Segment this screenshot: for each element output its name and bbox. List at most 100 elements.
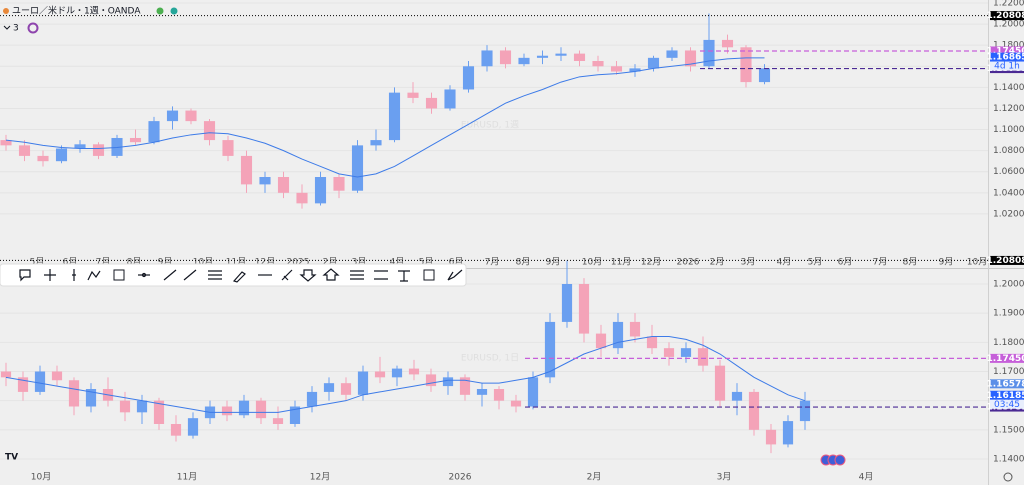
x-tick-label: 10月 <box>582 257 602 268</box>
tool-callout[interactable] <box>19 269 31 282</box>
x-tick-label: 7月 <box>96 257 111 268</box>
price-tag <box>990 46 1024 56</box>
tool-ray[interactable] <box>183 269 197 281</box>
tool-rectangle[interactable] <box>113 269 125 281</box>
event-marker[interactable] <box>834 454 846 466</box>
candle-body <box>476 389 488 395</box>
collapse-chevron[interactable] <box>3 25 11 30</box>
moving-average <box>5 336 806 413</box>
x-tick-label: 2026 <box>677 258 700 268</box>
tool-brush[interactable] <box>232 271 246 283</box>
candle-body <box>203 121 216 141</box>
candle-body <box>255 400 267 419</box>
candle-body <box>499 50 512 65</box>
watermark: EURUSD, 1日 <box>461 353 519 364</box>
candle-body <box>370 140 382 146</box>
tool-path[interactable] <box>87 270 101 281</box>
candle-body <box>296 192 308 204</box>
price-tag <box>990 379 1024 389</box>
candle-body <box>323 383 335 392</box>
x-tick-label: 2月 <box>323 257 338 268</box>
tool-crosshair[interactable] <box>44 269 56 281</box>
candle-body <box>731 391 743 401</box>
tool-fib[interactable] <box>208 270 222 280</box>
header[interactable]: ユーロ／米ドル・1週・OANDA 3 <box>3 5 178 34</box>
tool-text[interactable] <box>398 270 410 282</box>
candle-body <box>561 284 573 322</box>
drawing-toolbar <box>0 263 467 287</box>
y-tick-label: 1.19000 <box>993 309 1024 319</box>
candle-body <box>85 389 97 407</box>
candle-body <box>306 391 318 407</box>
x-tick-label: 11月 <box>611 257 631 268</box>
candle-body <box>129 137 142 143</box>
tool-range[interactable] <box>374 270 388 280</box>
y-tick-label: 1.15000 <box>993 425 1024 435</box>
candle-body <box>92 144 105 156</box>
candle-body <box>782 421 794 445</box>
candle-body <box>185 110 197 122</box>
y-tick-label: 1.18000 <box>993 41 1024 51</box>
price-tag-label: 1.20808 <box>987 11 1024 21</box>
candle-body <box>663 348 675 357</box>
x-tick-label: 12月 <box>310 472 330 483</box>
price-tag-label: 1.17450 <box>987 354 1024 364</box>
x-tick-label: 8月 <box>516 257 531 268</box>
candle-body <box>357 371 369 395</box>
countdown-bg <box>990 399 1024 409</box>
settings-icon[interactable] <box>1003 472 1013 482</box>
candle-body <box>37 155 49 162</box>
candle-body <box>351 145 364 191</box>
tool-channel[interactable] <box>350 270 364 280</box>
tool-measure[interactable] <box>281 269 293 281</box>
candle-body <box>592 61 604 67</box>
candle-body <box>721 39 734 48</box>
candle-body <box>544 321 556 378</box>
candle-body <box>240 155 253 185</box>
x-tick-label: 3月 <box>741 257 756 268</box>
candle-body <box>481 50 493 67</box>
candle-body <box>340 383 352 395</box>
toolbar-bg <box>0 263 467 287</box>
x-tick-label: 11月 <box>177 472 197 483</box>
candle-body <box>277 177 290 193</box>
y-tick-label: 1.12000 <box>993 104 1024 114</box>
tool-trendline[interactable] <box>163 269 177 281</box>
candle-body <box>17 377 29 392</box>
x-tick-label: 9月 <box>158 257 173 268</box>
candle-body <box>459 377 471 395</box>
price-tag <box>990 255 1024 265</box>
candle-body <box>136 400 148 413</box>
indicator-icon[interactable] <box>27 22 39 34</box>
tool-grid[interactable] <box>423 269 435 281</box>
candle-body <box>289 406 301 424</box>
tool-pattern[interactable] <box>447 269 463 281</box>
tool-long[interactable] <box>322 268 340 281</box>
candle-body <box>578 284 590 334</box>
x-tick-label: 3月 <box>717 472 732 483</box>
symbol-icon <box>3 8 9 14</box>
candle-body <box>153 400 165 424</box>
candle-body <box>680 348 692 357</box>
candle-body <box>55 148 68 162</box>
candle-body <box>391 368 403 378</box>
x-tick-label: 5月 <box>30 257 45 268</box>
watermark: EURUSD, 1週 <box>461 120 519 131</box>
candle-body <box>407 92 419 98</box>
candle-body <box>462 66 475 90</box>
tool-short[interactable] <box>299 269 317 282</box>
candle-body <box>221 406 233 416</box>
y-tick-label: 1.02000 <box>993 209 1024 219</box>
y-tick-label: 1.14000 <box>993 83 1024 93</box>
weekly-pane: EURUSD, 1週1.220001.200001.180001.160001.… <box>0 0 1024 268</box>
tool-vline[interactable] <box>72 269 76 281</box>
candle-body <box>714 365 726 401</box>
candle-body <box>493 389 505 401</box>
candle-body <box>425 97 438 109</box>
candle-body <box>595 333 607 349</box>
candle-body <box>259 177 271 185</box>
moving-average <box>5 57 765 178</box>
candle-body <box>536 55 549 58</box>
candle-body <box>758 68 771 83</box>
event-markers[interactable] <box>820 454 846 466</box>
